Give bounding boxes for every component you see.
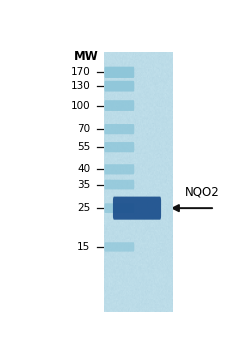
FancyBboxPatch shape <box>104 242 134 252</box>
Text: 100: 100 <box>71 100 90 111</box>
FancyBboxPatch shape <box>104 142 134 152</box>
FancyBboxPatch shape <box>104 67 134 78</box>
FancyBboxPatch shape <box>104 124 134 134</box>
Text: 70: 70 <box>77 124 90 134</box>
Text: 15: 15 <box>77 242 90 252</box>
Text: 35: 35 <box>77 180 90 190</box>
Text: NQO2: NQO2 <box>184 186 219 199</box>
FancyBboxPatch shape <box>104 81 134 91</box>
Text: 25: 25 <box>77 203 90 213</box>
FancyBboxPatch shape <box>104 100 134 111</box>
Text: 55: 55 <box>77 142 90 152</box>
FancyBboxPatch shape <box>104 203 134 213</box>
Text: 130: 130 <box>70 81 90 91</box>
Text: MW: MW <box>74 50 99 63</box>
FancyBboxPatch shape <box>112 197 161 220</box>
FancyBboxPatch shape <box>104 180 134 189</box>
FancyBboxPatch shape <box>104 164 134 175</box>
Text: 170: 170 <box>70 67 90 77</box>
Text: 40: 40 <box>77 164 90 174</box>
